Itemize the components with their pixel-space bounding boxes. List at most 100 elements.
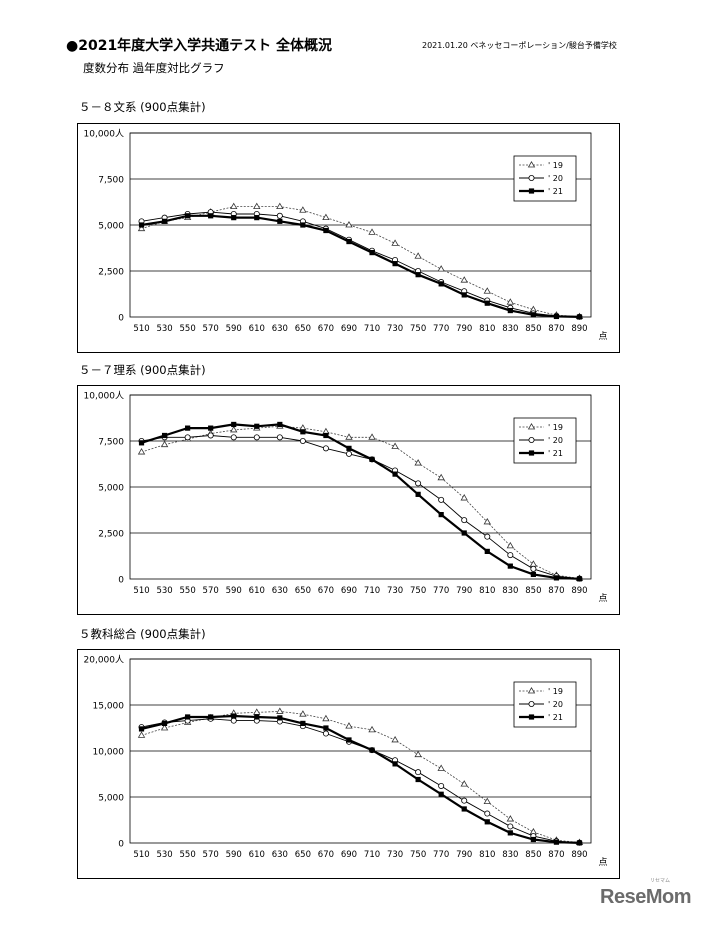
data-point — [392, 261, 398, 267]
x-tick-label: 530 — [156, 324, 172, 334]
x-tick-label: 830 — [502, 586, 518, 596]
data-point — [506, 541, 515, 549]
data-point — [322, 730, 329, 737]
x-tick-label: 670 — [318, 850, 334, 860]
data-point — [392, 471, 398, 477]
y-tick-label: 20,000人 — [84, 655, 125, 666]
data-point — [530, 312, 536, 318]
data-point — [391, 735, 399, 743]
x-tick-label: 670 — [318, 586, 334, 596]
x-tick-label: 870 — [548, 586, 564, 596]
legend-box — [513, 681, 577, 728]
data-point — [553, 575, 560, 581]
x-tick-label: 810 — [479, 324, 495, 334]
data-point — [345, 433, 353, 440]
x-tick-label: 570 — [203, 586, 219, 596]
data-point — [415, 480, 422, 487]
data-point — [253, 434, 260, 441]
x-tick-label: 790 — [456, 586, 472, 596]
series-2 — [138, 421, 583, 582]
data-point — [185, 425, 191, 431]
data-point — [437, 764, 445, 771]
data-point — [322, 213, 330, 221]
data-point — [253, 202, 261, 209]
data-point — [530, 565, 537, 572]
data-point — [299, 438, 306, 445]
data-point — [138, 726, 145, 732]
x-tick-label: 850 — [525, 324, 541, 334]
data-point — [506, 815, 515, 822]
x-tick-label: 610 — [249, 586, 265, 596]
x-tick-label: 750 — [410, 850, 426, 860]
legend-marker — [528, 437, 535, 444]
series-line — [141, 211, 580, 318]
x-tick-label: 810 — [479, 586, 495, 596]
data-point — [230, 434, 237, 441]
data-point — [483, 287, 491, 294]
plot-area — [129, 132, 592, 318]
legend-box — [513, 417, 577, 464]
data-point — [345, 450, 352, 457]
x-tick-label: 690 — [341, 324, 357, 334]
data-point — [576, 314, 583, 320]
data-point — [530, 836, 536, 843]
x-tick-label: 610 — [249, 324, 265, 334]
x-tick-label: 810 — [479, 850, 495, 860]
x-unit-label: 点 — [598, 857, 607, 868]
data-point — [461, 517, 468, 524]
legend-label: ' 21 — [548, 449, 563, 458]
source-credit: 2021.01.20 ベネッセコーポレーション/駿台予備学校 — [422, 41, 617, 50]
data-point — [231, 713, 237, 719]
data-point — [415, 491, 421, 497]
x-tick-label: 650 — [295, 586, 311, 596]
x-tick-label: 570 — [203, 324, 219, 334]
x-tick-label: 890 — [571, 586, 587, 596]
data-point — [460, 276, 468, 283]
plot-area — [129, 394, 592, 580]
y-tick-label: 10,000人 — [84, 129, 125, 140]
data-point — [161, 218, 168, 224]
data-point — [276, 707, 284, 714]
data-point — [207, 432, 214, 439]
data-point — [300, 720, 306, 726]
x-tick-label: 890 — [571, 850, 587, 860]
data-point — [277, 715, 283, 721]
series-line — [141, 423, 580, 580]
data-point — [254, 714, 260, 720]
data-point — [277, 421, 283, 428]
data-point — [530, 571, 536, 577]
series-line — [141, 214, 580, 318]
y-tick-label: 5,000 — [98, 794, 124, 804]
chart-sciences: 0 2,500 5,000 7,500 10,000人 510 530 550 570 590 61… — [77, 385, 620, 615]
data-point — [484, 548, 490, 554]
y-tick-label: 5,000 — [98, 222, 124, 232]
data-point — [507, 563, 513, 569]
legend-label: ' 20 — [548, 174, 563, 183]
legend-label: ' 21 — [548, 713, 563, 722]
x-tick-label: 590 — [226, 586, 242, 596]
legend-label: ' 21 — [548, 187, 563, 196]
data-point — [368, 228, 376, 235]
data-point — [160, 723, 169, 731]
data-point — [553, 839, 560, 845]
data-point — [438, 791, 444, 797]
data-point — [415, 272, 421, 278]
data-point — [185, 213, 191, 219]
x-tick-label: 750 — [410, 324, 426, 334]
series-line — [141, 714, 580, 844]
data-point — [438, 281, 444, 287]
data-point — [184, 434, 191, 441]
data-point — [484, 819, 490, 825]
x-tick-label: 790 — [456, 850, 472, 860]
data-point — [276, 434, 283, 441]
x-tick-label: 770 — [433, 586, 449, 596]
data-point — [461, 797, 468, 804]
data-point — [322, 445, 329, 452]
legend-marker — [527, 422, 536, 430]
legend-label: ' 20 — [548, 700, 563, 709]
y-tick-label: 0 — [118, 576, 124, 586]
y-tick-label: 10,000 — [93, 748, 125, 758]
data-point — [553, 313, 560, 320]
data-point — [391, 239, 399, 246]
data-point — [460, 780, 468, 787]
